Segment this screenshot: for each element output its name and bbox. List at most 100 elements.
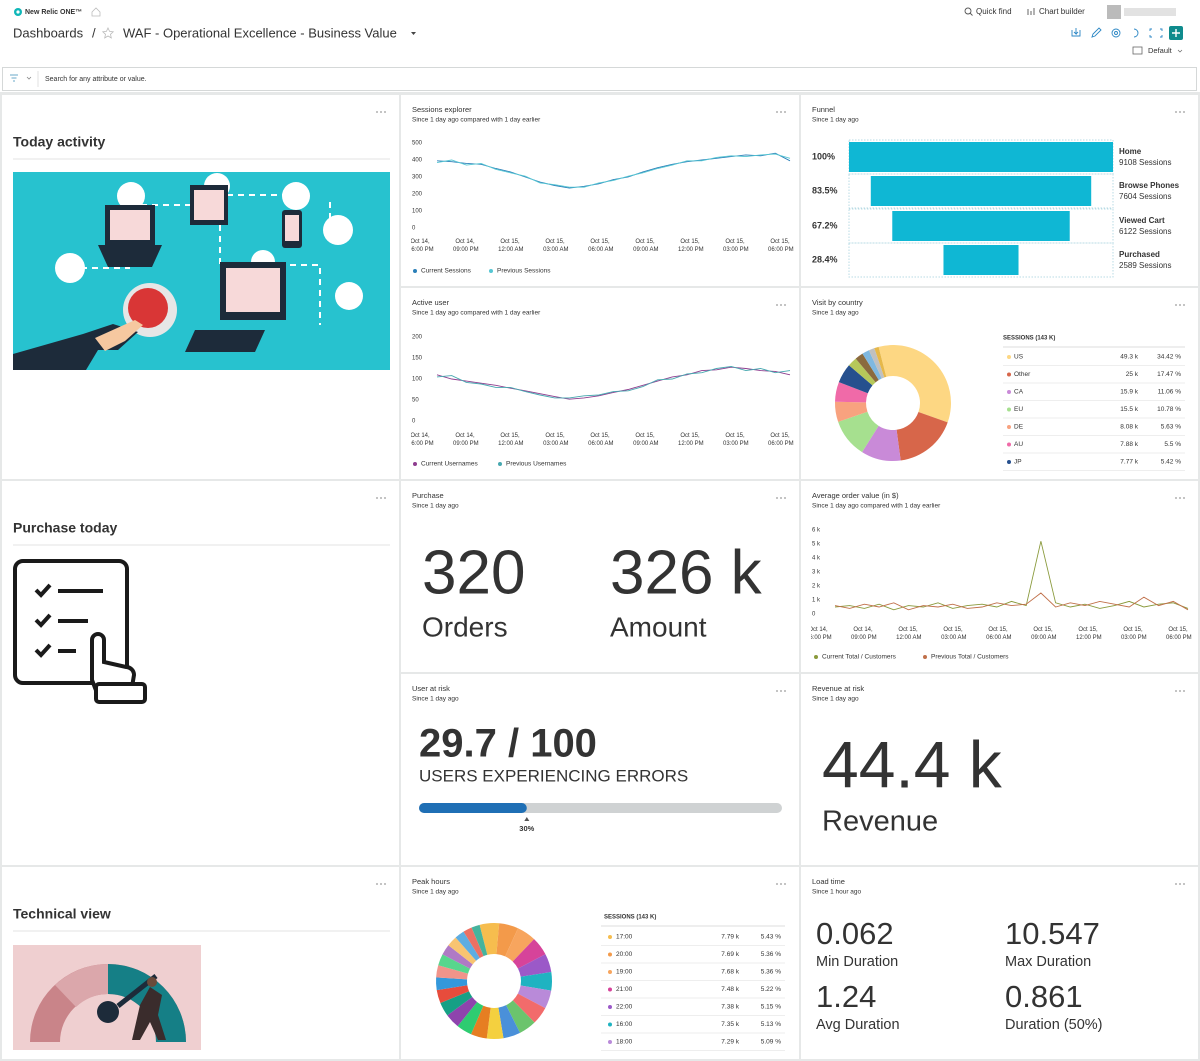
- widget-menu[interactable]: [1183, 497, 1185, 499]
- view-dropdown[interactable]: [1177, 49, 1183, 53]
- widget-menu[interactable]: [1179, 111, 1181, 113]
- add-icon[interactable]: [1172, 29, 1180, 37]
- legend-marker: [608, 1022, 612, 1027]
- x-tick-label: Oct 15, 03:00 AM: [541, 433, 568, 447]
- widget-menu[interactable]: [380, 883, 382, 885]
- x-tick-label: Oct 15, 03:00 PM: [721, 433, 748, 447]
- donut-slice: [874, 346, 887, 378]
- filter-dropdown[interactable]: [26, 76, 32, 80]
- search-icon[interactable]: [969, 12, 973, 16]
- home-icon[interactable]: [91, 7, 101, 17]
- pointing-hand: [90, 632, 137, 695]
- widget-menu[interactable]: [780, 111, 782, 113]
- filter-bar[interactable]: [2, 67, 1197, 91]
- x-tick-label: Oct 14, 09:00 PM: [849, 627, 876, 641]
- widget-title: Average order value (in $): [812, 491, 899, 500]
- search-icon[interactable]: [964, 7, 972, 15]
- settings-icon[interactable]: [1111, 28, 1121, 38]
- widget-menu[interactable]: [776, 883, 778, 885]
- table-percent: 5.09 %: [761, 1039, 781, 1046]
- widget-menu[interactable]: [380, 497, 382, 499]
- widget-menu[interactable]: [376, 883, 378, 885]
- widget-menu[interactable]: [1179, 497, 1181, 499]
- widget-menu[interactable]: [776, 690, 778, 692]
- legend-marker: [498, 462, 502, 466]
- table-value: 49.3 k: [1120, 354, 1138, 361]
- donut-slice: [486, 1007, 504, 1039]
- breadcrumb-separator: /: [92, 25, 96, 40]
- title-dropdown[interactable]: [411, 32, 416, 35]
- legend-label: Previous Total / Customers: [931, 654, 1009, 661]
- widget-menu[interactable]: [780, 497, 782, 499]
- settings-icon[interactable]: [1114, 31, 1118, 35]
- widget-menu[interactable]: [1179, 883, 1181, 885]
- widget-menu[interactable]: [384, 111, 386, 113]
- widget-menu[interactable]: [784, 690, 786, 692]
- view-selector[interactable]: Default: [1148, 46, 1173, 55]
- widget-menu[interactable]: [1175, 111, 1177, 113]
- donut-slice: [436, 977, 468, 991]
- breadcrumb[interactable]: Dashboards: [13, 25, 84, 40]
- view-icon[interactable]: [1132, 46, 1143, 55]
- tablet-screen: [194, 190, 224, 220]
- metric-value: 10.547: [1005, 916, 1100, 951]
- widget-menu[interactable]: [780, 304, 782, 306]
- widget-menu[interactable]: [1183, 690, 1185, 692]
- widget-menu[interactable]: [780, 883, 782, 885]
- legend-marker: [1007, 425, 1011, 429]
- quick-find[interactable]: Quick find: [976, 7, 1012, 16]
- table-percent: 5.36 %: [761, 951, 781, 958]
- table-value: 15.5 k: [1120, 406, 1138, 413]
- x-tick-label: Oct 15, 06:00 PM: [1164, 627, 1191, 641]
- fullscreen-icon[interactable]: [1149, 28, 1163, 38]
- avatar[interactable]: [1107, 5, 1121, 19]
- x-tick-label: Oct 15, 03:00 PM: [721, 239, 748, 253]
- widget-menu[interactable]: [1179, 690, 1181, 692]
- donut-slice: [436, 965, 469, 980]
- metric-label: Amount: [610, 611, 707, 642]
- widget-menu[interactable]: [384, 883, 386, 885]
- widget-menu[interactable]: [776, 304, 778, 306]
- widget-menu[interactable]: [1175, 690, 1177, 692]
- theme-icon[interactable]: [1133, 28, 1139, 38]
- widget-menu[interactable]: [380, 111, 382, 113]
- filter-icon[interactable]: [10, 74, 18, 82]
- y-tick-label: 100: [412, 377, 423, 383]
- series-line: [436, 365, 791, 399]
- widget-menu[interactable]: [384, 497, 386, 499]
- series-line: [834, 541, 1189, 611]
- table-category: EU: [1014, 406, 1023, 413]
- widget-menu[interactable]: [1179, 304, 1181, 306]
- filter-placeholder[interactable]: Search for any attribute or value.: [45, 76, 147, 83]
- widget-menu[interactable]: [376, 111, 378, 113]
- chart-builder-icon[interactable]: [1027, 8, 1035, 15]
- checklist: [34, 583, 103, 658]
- widget-menu[interactable]: [776, 497, 778, 499]
- widget-menu[interactable]: [784, 497, 786, 499]
- widget-menu[interactable]: [1175, 304, 1177, 306]
- metric-value: 326 k: [610, 538, 763, 607]
- widget-panel: [2, 481, 399, 865]
- legend-marker: [923, 655, 927, 659]
- widget-menu[interactable]: [1183, 883, 1185, 885]
- widget-menu[interactable]: [776, 111, 778, 113]
- widget-menu[interactable]: [784, 111, 786, 113]
- widget-menu[interactable]: [780, 690, 782, 692]
- funnel-step: Browse Phones: [1119, 181, 1180, 190]
- table-value: 7.69 k: [721, 951, 739, 958]
- account-name[interactable]: [1124, 8, 1176, 16]
- table-value: 25 k: [1126, 371, 1139, 378]
- chart-builder[interactable]: Chart builder: [1039, 7, 1085, 16]
- favorite-star[interactable]: [101, 27, 115, 39]
- download-icon[interactable]: [1071, 28, 1081, 37]
- widget-menu[interactable]: [784, 883, 786, 885]
- x-tick-label: Oct 14, 06:00 PM: [804, 627, 831, 641]
- widget-menu[interactable]: [784, 304, 786, 306]
- widget-menu[interactable]: [1183, 304, 1185, 306]
- widget-menu[interactable]: [376, 497, 378, 499]
- widget-menu[interactable]: [1175, 883, 1177, 885]
- purchase-today-icon: [13, 559, 147, 704]
- edit-icon[interactable]: [1091, 27, 1102, 38]
- widget-menu[interactable]: [1175, 497, 1177, 499]
- widget-menu[interactable]: [1183, 111, 1185, 113]
